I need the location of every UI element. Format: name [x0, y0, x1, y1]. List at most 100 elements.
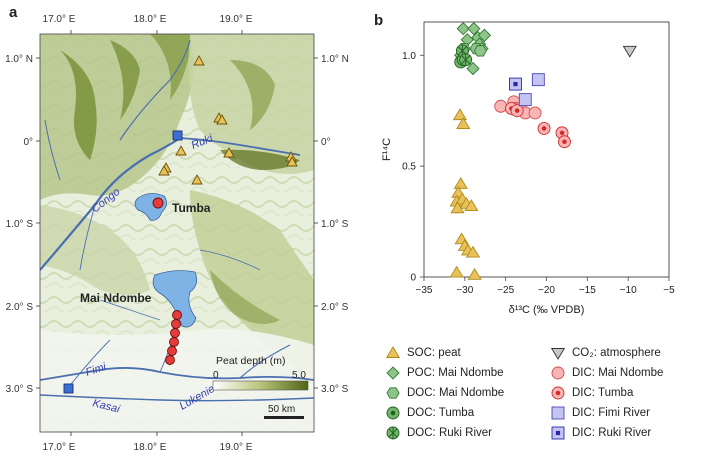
x-tick-label: −5: [663, 285, 675, 296]
legend-label: SOC: peat: [407, 347, 461, 359]
data-point: [537, 121, 551, 135]
map-figure: 17.0° E 18.0° E 19.0° E 17.0° E 18.0° E …: [5, 14, 349, 453]
legend-item-co-atmosphere: CO₂: atmosphere: [550, 344, 661, 362]
legend-item-doc-tumba: DOC: Tumba: [385, 404, 474, 422]
lon-label-bottom: 19.0° E: [220, 442, 253, 453]
data-point: [473, 45, 487, 57]
data-point: [467, 22, 481, 36]
legend-label: DOC: Mai Ndombe: [407, 387, 505, 399]
data-point: [464, 199, 479, 211]
series-doc-ruki-river: [455, 44, 473, 67]
soc-site-marker: [216, 114, 228, 125]
y-tick-label: 1.0: [402, 51, 416, 62]
legend-label: CO₂: atmosphere: [572, 347, 661, 359]
legend-marker-icon: [385, 346, 401, 358]
scale-bar-label: 50 km: [268, 404, 295, 415]
peat-legend-max: 5.0: [292, 370, 306, 381]
series-soc-peat: [449, 108, 482, 280]
place-label-mai-ndombe: Mai Ndombe: [80, 291, 152, 305]
y-axis-label: F¹⁴C: [381, 138, 393, 161]
data-point: [518, 93, 532, 107]
data-point: [456, 117, 471, 129]
panel-b-chart: b −35 −30 −25 −20 −15 −10 −5 0 0.5 1.0 δ¹³C (‰ VP…: [372, 0, 719, 340]
legend-marker-icon: [386, 387, 400, 399]
data-point: [449, 265, 464, 278]
scale-bar: [264, 416, 304, 419]
scatter-plot: −35 −30 −25 −20 −15 −10 −5 0 0.5 1.0 δ¹³C (‰ VPDB…: [381, 21, 675, 316]
legend-marker-icon: [551, 386, 565, 400]
mai-ndombe-site-marker: [167, 346, 177, 356]
legend-label: DIC: Tumba: [572, 387, 634, 399]
legend-item-dic-mai-ndombe: DIC: Mai Ndombe: [550, 364, 663, 382]
map-ticks: [36, 30, 318, 436]
legend-marker-icon: [386, 426, 400, 440]
legend-item-doc-mai-ndombe: DOC: Mai Ndombe: [385, 384, 504, 402]
lat-label-left: 2.0° S: [6, 302, 34, 313]
data-point: [466, 61, 480, 76]
series-co-atmosphere: [622, 45, 637, 58]
peat-legend-min: 0: [213, 370, 219, 381]
tumba-site: [152, 197, 164, 209]
lon-label-top: 18.0° E: [134, 14, 167, 25]
data-point: [528, 106, 542, 120]
lat-label-left: 3.0° S: [6, 384, 34, 395]
legend-label: DIC: Mai Ndombe: [572, 367, 664, 379]
legend-marker: [551, 426, 565, 440]
data-point: [467, 267, 482, 280]
legend-marker-icon: [551, 366, 565, 380]
data-point: [453, 176, 468, 189]
mai-ndombe-site-marker: [172, 310, 182, 320]
soc-sampling-sites: [158, 55, 298, 185]
legend-marker: [386, 387, 400, 399]
data-point: [509, 77, 522, 91]
legend-marker-icon: [386, 366, 400, 380]
lat-label-left: 0°: [23, 137, 33, 148]
panel-b-letter: b: [374, 12, 384, 29]
legend-label: DOC: Tumba: [407, 407, 475, 419]
data-point: [531, 73, 545, 87]
peat-depth-colorbar: [212, 380, 309, 391]
lon-label-bottom: 18.0° E: [134, 442, 167, 453]
legend-item-dic-fimi-river: DIC: Fimi River: [550, 404, 650, 422]
legend-marker-icon: [386, 406, 400, 420]
data-point: [452, 108, 468, 121]
data-point: [459, 53, 473, 67]
fimi-river-site: [63, 383, 74, 394]
place-label-tumba: Tumba: [172, 201, 211, 215]
legend-marker: [386, 366, 400, 380]
soc-site-marker: [223, 147, 235, 158]
x-tick-label: −15: [579, 285, 596, 296]
data-point: [494, 99, 508, 113]
x-tick-label: −20: [538, 285, 555, 296]
series-dic-fimi-river: [518, 73, 545, 107]
mai-ndombe-site-marker: [169, 337, 179, 347]
x-tick-label: −25: [497, 285, 514, 296]
legend-marker-icon: [551, 426, 565, 440]
soc-site-marker: [286, 156, 298, 167]
chart-legend: SOC: peat POC: Mai Ndombe DOC: Mai Ndombe D…: [385, 344, 715, 448]
x-axis-label: δ¹³C (‰ VPDB): [509, 304, 585, 316]
legend-marker: [386, 426, 400, 440]
lat-label-right: 2.0° S: [321, 302, 349, 313]
legend-label: DIC: Ruki River: [572, 427, 652, 439]
legend-item-poc-mai-ndombe: POC: Mai Ndombe: [385, 364, 504, 382]
lat-label-left: 1.0° S: [6, 219, 34, 230]
mai-ndombe-site-marker: [171, 319, 181, 329]
data-point: [622, 45, 637, 58]
legend-item-doc-ruki-river: DOC: Ruki River: [385, 424, 492, 442]
lat-label-right: 1.0° S: [321, 219, 349, 230]
lon-label-top: 19.0° E: [220, 14, 253, 25]
data-point: [558, 135, 571, 149]
legend-marker-icon: [550, 348, 566, 360]
lon-label-bottom: 17.0° E: [43, 442, 76, 453]
legend-item-soc-peat: SOC: peat: [385, 344, 461, 362]
legend-marker: [551, 406, 565, 420]
soc-site-marker: [175, 145, 187, 156]
lake-mai-ndombe: [152, 270, 197, 328]
legend-item-dic-tumba: DIC: Tumba: [550, 384, 633, 402]
y-tick-label: 0.5: [402, 162, 416, 173]
panel-a-map: a: [5, 4, 349, 453]
ruki-river-site: [172, 130, 183, 141]
data-point: [456, 22, 470, 36]
soc-site-marker: [193, 55, 205, 66]
